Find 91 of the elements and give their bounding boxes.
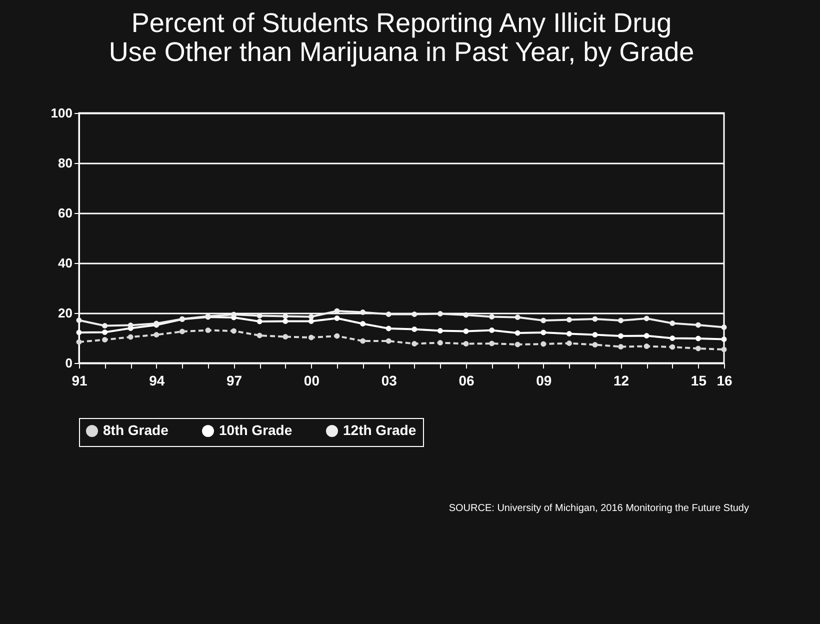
point: [360, 321, 366, 326]
point: [76, 330, 82, 336]
point: [695, 322, 701, 328]
point: [154, 332, 160, 338]
point: [360, 338, 366, 344]
y-tick-label: 0: [65, 356, 72, 370]
x-tick-label: 91: [72, 372, 88, 388]
point: [670, 336, 676, 341]
point: [721, 336, 727, 342]
point: [282, 334, 288, 340]
point: [360, 310, 366, 315]
chart-title: Percent of Students Reporting Any Illicit Drug Use Other than Marijuana in Past Year, by Grade: [108, 8, 694, 67]
point: [412, 341, 418, 346]
x-tick-label: 12: [614, 372, 630, 388]
point: [437, 328, 443, 334]
x-tick-label: 15: [690, 372, 707, 388]
point: [721, 346, 727, 352]
point: [618, 344, 624, 350]
point: [514, 342, 520, 348]
point: [231, 312, 237, 318]
x-tick-label: 00: [304, 372, 320, 388]
point: [644, 333, 650, 338]
x-tick-label: 06: [458, 372, 474, 388]
point: [412, 326, 418, 332]
y-tick-label: 60: [58, 206, 72, 220]
point: [437, 311, 443, 316]
point: [179, 328, 185, 334]
point: [386, 338, 392, 344]
point: [308, 318, 314, 324]
x-tick-label: 97: [226, 372, 242, 388]
point: [514, 330, 520, 336]
point: [566, 331, 572, 336]
point: [231, 328, 237, 334]
x-tick-label: 09: [536, 372, 552, 388]
point: [540, 318, 546, 324]
point: [334, 308, 340, 314]
point: [256, 332, 262, 338]
point: [76, 339, 82, 345]
legend-label: 10th Grade: [219, 422, 292, 438]
point: [437, 340, 443, 346]
point: [386, 326, 392, 332]
point: [489, 340, 495, 346]
x-tick-label: 94: [149, 372, 165, 388]
point: [695, 336, 701, 342]
point: [282, 318, 288, 324]
y-tick-label: 40: [58, 256, 72, 270]
point: [308, 314, 314, 320]
point: [308, 334, 314, 340]
point: [592, 332, 598, 338]
point: [334, 333, 340, 339]
y-tick-label: 80: [58, 156, 72, 170]
point: [334, 316, 340, 321]
x-tick-label: 16: [716, 372, 732, 388]
point: [644, 344, 650, 349]
point: [463, 328, 469, 334]
point: [592, 316, 598, 322]
point: [386, 312, 392, 317]
point: [514, 314, 520, 320]
point: [721, 324, 727, 330]
point: [644, 316, 650, 322]
point: [566, 317, 572, 322]
point: [670, 344, 676, 350]
y-tick-label: 20: [58, 306, 72, 320]
point: [256, 313, 262, 318]
point: [76, 318, 82, 323]
point: [102, 330, 108, 335]
point: [618, 333, 624, 339]
point: [412, 312, 418, 317]
y-tick-label: 100: [50, 106, 72, 120]
legend-label: 12th Grade: [343, 422, 416, 438]
point: [618, 318, 624, 324]
point: [205, 328, 211, 333]
legend-label: 8th Grade: [103, 422, 169, 438]
point: [670, 320, 676, 326]
point: [695, 346, 701, 352]
point: [566, 340, 572, 346]
point: [128, 322, 134, 328]
point: [540, 330, 546, 336]
point: [463, 341, 469, 346]
source-note: SOURCE: University of Michigan, 2016 Monitoring the Future Study: [448, 503, 749, 514]
point: [282, 314, 288, 319]
point: [463, 312, 469, 318]
point: [540, 341, 546, 347]
x-tick-label: 03: [381, 372, 398, 388]
point: [102, 323, 108, 328]
point: [489, 314, 495, 320]
point: [489, 328, 495, 333]
point: [592, 342, 598, 348]
point: [128, 334, 134, 340]
point: [102, 337, 108, 342]
point: [256, 318, 262, 324]
